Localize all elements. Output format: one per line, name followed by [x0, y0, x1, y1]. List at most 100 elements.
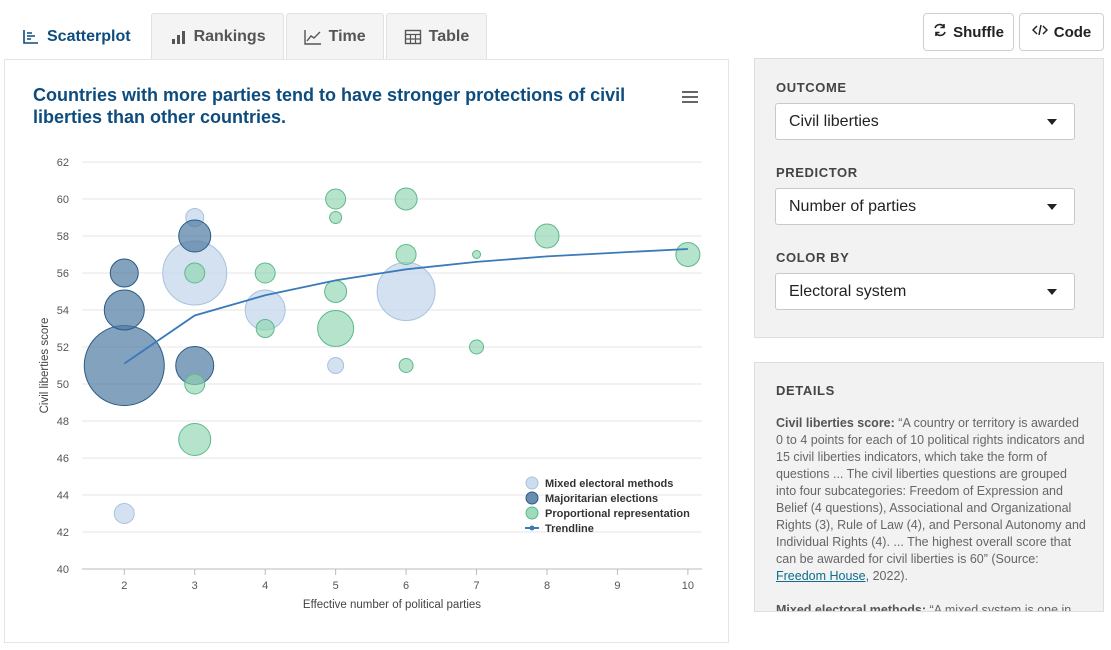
code-label: Code: [1053, 23, 1092, 41]
details-definition: “A country or territory is awarded 0 to …: [776, 416, 1086, 566]
color-by-value: Electoral system: [789, 282, 907, 300]
trendline: [123, 248, 688, 365]
menu-icon[interactable]: [682, 91, 698, 103]
chevron-down-icon: [1047, 204, 1057, 210]
x-tick-label: 8: [544, 580, 550, 592]
chevron-down-icon: [1047, 119, 1057, 125]
y-tick-label: 50: [57, 379, 69, 391]
data-point-majoritarian: [103, 289, 145, 331]
bar-chart-icon: [169, 29, 187, 45]
chevron-down-icon: [1047, 289, 1057, 295]
data-point-proportional: [324, 280, 348, 303]
tab-table-label: Table: [428, 27, 470, 45]
details-term: Civil liberties score:: [776, 416, 895, 430]
y-tick-label: 44: [57, 490, 69, 502]
shuffle-label: Shuffle: [953, 23, 1004, 41]
view-tabs: Scatterplot Rankings Time Table: [4, 13, 489, 60]
predictor-value: Number of parties: [789, 197, 917, 215]
x-axis-title: Effective number of political parties: [303, 599, 481, 611]
tab-scatterplot-label: Scatterplot: [47, 28, 131, 45]
legend-swatch: [525, 491, 539, 505]
y-tick-label: 52: [57, 342, 69, 354]
tab-rankings-label: Rankings: [193, 27, 266, 45]
data-point-mixed: [376, 262, 436, 321]
code-button[interactable]: Code: [1019, 13, 1104, 51]
y-tick-label: 42: [57, 527, 69, 539]
legend-label: Proportional representation: [545, 508, 690, 520]
y-tick-label: 40: [57, 564, 69, 576]
legend-swatch: [525, 506, 539, 520]
x-tick-label: 9: [614, 580, 620, 592]
chart-title: Countries with more parties tend to have…: [33, 85, 626, 127]
controls-panel: OUTCOME Civil liberties PREDICTOR Number…: [754, 58, 1104, 338]
color-by-select[interactable]: Electoral system: [775, 273, 1075, 310]
details-paragraph: Civil liberties score: “A country or ter…: [776, 415, 1088, 585]
shuffle-button[interactable]: Shuffle: [923, 13, 1014, 51]
outcome-label: OUTCOME: [776, 80, 847, 95]
details-paragraph: Mixed electoral methods: “A mixed system…: [776, 602, 1088, 612]
x-tick-label: 6: [403, 580, 409, 592]
tab-time-label: Time: [328, 27, 366, 45]
details-heading: DETAILS: [776, 383, 835, 398]
data-point-proportional: [395, 244, 417, 265]
y-tick-label: 54: [57, 305, 69, 317]
predictor-label: PREDICTOR: [776, 165, 858, 180]
outcome-value: Civil liberties: [789, 112, 879, 130]
details-definition-end: 2022).: [869, 569, 909, 583]
y-tick-label: 46: [57, 453, 69, 465]
scatterplot-icon: [22, 29, 40, 45]
data-point-proportional: [317, 310, 355, 347]
data-point-proportional: [394, 187, 418, 211]
data-point-mixed: [113, 503, 135, 524]
data-point-proportional: [254, 262, 276, 284]
x-tick-label: 7: [473, 580, 479, 592]
details-panel[interactable]: DETAILS Civil liberties score: “A countr…: [754, 362, 1104, 612]
shuffle-icon: [933, 23, 947, 41]
x-tick-label: 3: [192, 580, 198, 592]
data-point-proportional: [325, 188, 347, 210]
line-chart-icon: [303, 29, 322, 45]
x-tick-label: 4: [262, 580, 268, 592]
data-point-majoritarian: [178, 219, 212, 253]
data-point-proportional: [255, 319, 275, 338]
data-point-proportional: [534, 223, 560, 249]
legend-swatch: [525, 476, 539, 490]
x-tick-label: 2: [121, 580, 127, 592]
predictor-select[interactable]: Number of parties: [775, 188, 1075, 225]
tab-time[interactable]: Time: [285, 13, 384, 59]
legend-label: Trendline: [545, 523, 594, 535]
data-point-proportional: [675, 242, 701, 267]
outcome-select[interactable]: Civil liberties: [775, 103, 1075, 140]
data-point-proportional: [469, 339, 485, 355]
legend-label: Mixed electoral methods: [545, 478, 673, 490]
color-by-label: COLOR BY: [776, 250, 850, 265]
data-point-proportional: [472, 250, 482, 259]
data-point-majoritarian: [83, 325, 165, 406]
tab-scatterplot[interactable]: Scatterplot: [4, 13, 149, 60]
data-point-proportional: [329, 211, 343, 224]
code-icon: [1031, 23, 1048, 41]
legend-swatch-marker: [529, 525, 535, 531]
x-tick-label: 5: [333, 580, 339, 592]
legend-label: Majoritarian elections: [545, 493, 658, 505]
table-icon: [404, 29, 422, 45]
details-term: Mixed electoral methods:: [776, 603, 927, 612]
data-point-proportional: [184, 373, 206, 395]
chart-panel: Countries with more parties tend to have…: [4, 59, 729, 643]
data-point-proportional: [178, 423, 212, 456]
data-point-proportional: [398, 358, 414, 373]
y-tick-label: 48: [57, 416, 69, 428]
freedom-house-link[interactable]: Freedom House,: [776, 569, 870, 583]
tab-table[interactable]: Table: [385, 13, 488, 59]
data-point-mixed: [327, 357, 345, 374]
y-tick-label: 62: [57, 157, 69, 169]
x-tick-label: 10: [682, 580, 694, 592]
y-axis-title: Civil liberties score: [39, 318, 51, 414]
details-definition: “A mixed system is one in: [929, 603, 1072, 612]
y-tick-label: 56: [57, 268, 69, 280]
details-text: Civil liberties score: “A country or ter…: [776, 415, 1088, 612]
tab-rankings[interactable]: Rankings: [150, 13, 284, 59]
y-tick-label: 60: [57, 194, 69, 206]
data-point-majoritarian: [109, 258, 139, 288]
